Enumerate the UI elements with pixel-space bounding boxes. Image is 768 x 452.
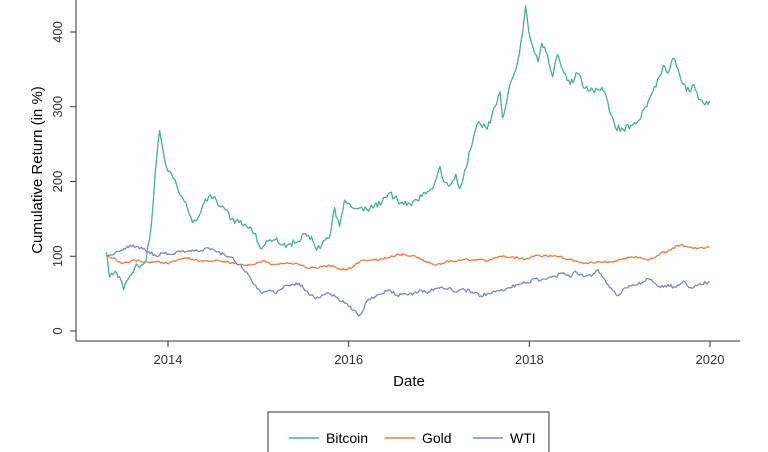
series-layer	[105, 5, 711, 317]
x-tick-label-2016: 2016	[334, 352, 363, 367]
y-tick-label-200: 200	[50, 171, 65, 193]
y-tick-label-400: 400	[50, 21, 65, 43]
y-axis-title: Cumulative Return (in %)	[29, 86, 46, 254]
series-line-bitcoin	[105, 5, 711, 291]
y-tick-label-100: 100	[50, 245, 65, 267]
series-line-wti	[106, 244, 711, 317]
y-tick-label-300: 300	[50, 96, 65, 118]
x-axis-title: Date	[393, 373, 425, 390]
legend-box	[267, 411, 550, 452]
x-ticks: 2014 2016 2018 2020	[154, 341, 725, 367]
legend-label-gold: Gold	[422, 430, 452, 446]
y-ticks: 0 100 200 300 400	[50, 21, 76, 335]
legend-label-bitcoin: Bitcoin	[326, 430, 368, 446]
legend: Bitcoin Gold WTI	[267, 411, 550, 452]
legend-label-wti: WTI	[510, 430, 536, 446]
y-tick-label-0: 0	[50, 327, 65, 334]
series-line-gold	[106, 243, 711, 271]
x-tick-label-2014: 2014	[154, 352, 183, 367]
x-tick-label-2020: 2020	[696, 352, 725, 367]
x-tick-label-2018: 2018	[515, 352, 544, 367]
